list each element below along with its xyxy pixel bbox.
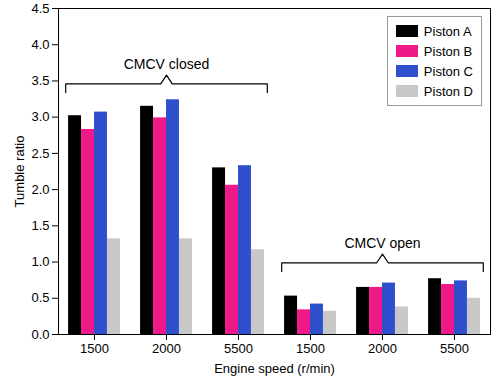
svg-text:2000: 2000: [152, 341, 181, 356]
svg-text:3.0: 3.0: [31, 109, 49, 124]
html-text:Piston B: Piston B: [423, 43, 473, 59]
svg-text:4.5: 4.5: [31, 1, 49, 16]
svg-text:2000: 2000: [368, 341, 397, 356]
svg-text:CMCV closed: CMCV closed: [124, 56, 210, 72]
html-text:Piston D: Piston D: [423, 83, 473, 99]
html-text:Piston A: Piston A: [423, 23, 472, 39]
svg-text:1.0: 1.0: [31, 254, 49, 269]
svg-text:2.0: 2.0: [31, 182, 49, 197]
html-text:Piston C: Piston C: [423, 63, 473, 79]
svg-text:Tumble ratio: Tumble ratio: [12, 136, 27, 208]
svg-text:3.5: 3.5: [31, 73, 49, 88]
svg-text:1500: 1500: [80, 341, 109, 356]
svg-text:2.5: 2.5: [31, 146, 49, 161]
svg-text:1.5: 1.5: [31, 218, 49, 233]
svg-text:CMCV open: CMCV open: [344, 235, 420, 251]
svg-text:1500: 1500: [296, 341, 325, 356]
svg-text:0.5: 0.5: [31, 290, 49, 305]
svg-text:4.0: 4.0: [31, 37, 49, 52]
svg-text:5500: 5500: [440, 341, 469, 356]
svg-text:0.0: 0.0: [31, 327, 49, 342]
svg-text:5500: 5500: [224, 341, 253, 356]
svg-text:Engine speed (r/min): Engine speed (r/min): [214, 361, 335, 376]
